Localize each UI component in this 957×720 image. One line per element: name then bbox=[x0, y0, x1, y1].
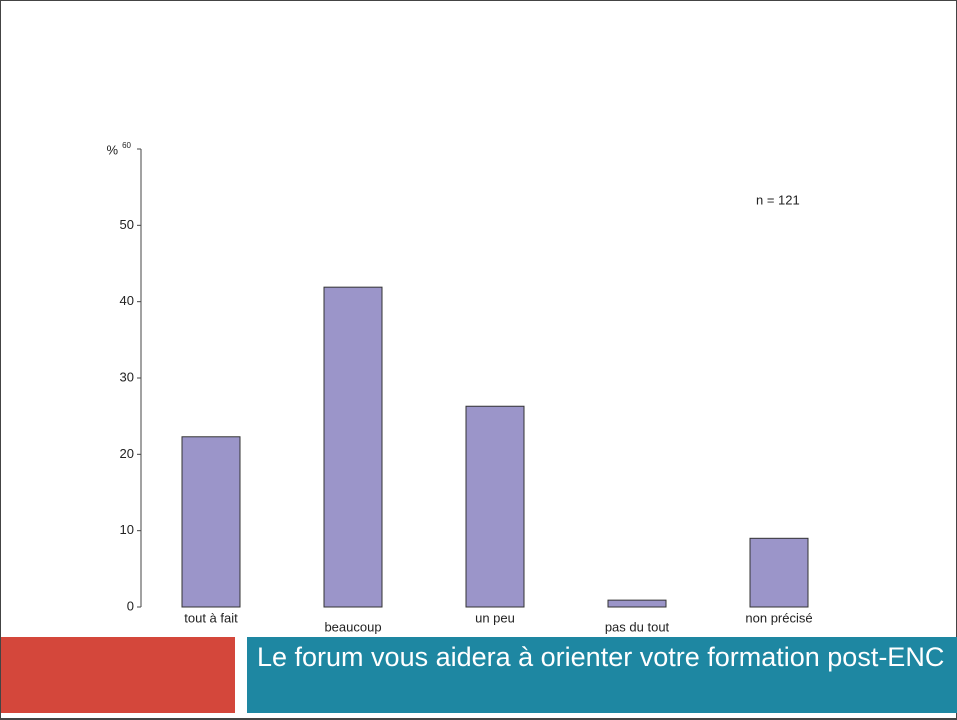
y-axis-label: % bbox=[106, 142, 118, 157]
x-tick-label: tout à fait bbox=[184, 610, 238, 625]
x-tick-label: un peu bbox=[475, 610, 515, 625]
x-tick-label: pas du tout bbox=[605, 619, 670, 634]
y-tick-label: 40 bbox=[120, 293, 134, 308]
slide-title: Le forum vous aidera à orienter votre fo… bbox=[257, 642, 945, 672]
bar bbox=[181, 436, 241, 608]
x-tick-label: non précisé bbox=[745, 610, 812, 625]
bar bbox=[465, 405, 525, 608]
y-tick-label: 30 bbox=[120, 369, 134, 384]
accent-block bbox=[1, 637, 235, 713]
title-band bbox=[247, 637, 957, 713]
y-tick-label: 10 bbox=[120, 522, 134, 537]
y-tick-label: 20 bbox=[120, 446, 134, 461]
y-tick-label: 0 bbox=[127, 598, 134, 613]
y-tick-label: 60 bbox=[122, 141, 131, 150]
annotation: n = 121 bbox=[756, 192, 800, 207]
bar bbox=[749, 537, 809, 608]
bar bbox=[323, 286, 383, 608]
y-tick-label: 50 bbox=[120, 217, 134, 232]
bar bbox=[607, 599, 667, 608]
x-tick-label: beaucoup bbox=[324, 619, 381, 634]
chart: % n = 121 0 10 20 30 40 50 60 tout à fait beauco… bbox=[106, 141, 812, 634]
